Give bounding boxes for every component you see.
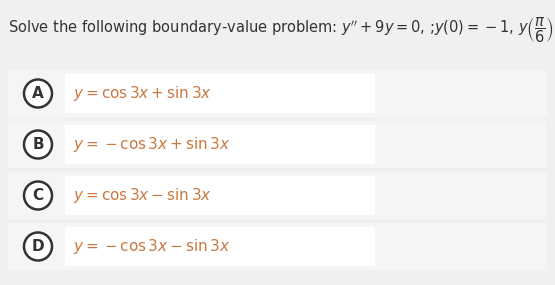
FancyBboxPatch shape bbox=[8, 121, 547, 168]
Text: $y = -\cos 3x + \sin 3x$: $y = -\cos 3x + \sin 3x$ bbox=[73, 135, 231, 154]
Text: B: B bbox=[32, 137, 44, 152]
FancyBboxPatch shape bbox=[65, 74, 375, 113]
Text: Solve the following boundary-value problem: $y'' + 9y = 0$, ;$y(0) = -1$, $y\lef: Solve the following boundary-value probl… bbox=[8, 15, 555, 44]
Text: $y = \cos 3x + \sin 3x$: $y = \cos 3x + \sin 3x$ bbox=[73, 84, 212, 103]
Text: $y = -\cos 3x - \sin 3x$: $y = -\cos 3x - \sin 3x$ bbox=[73, 237, 231, 256]
FancyBboxPatch shape bbox=[65, 227, 375, 266]
Circle shape bbox=[24, 80, 52, 107]
Text: $y = \cos 3x - \sin 3x$: $y = \cos 3x - \sin 3x$ bbox=[73, 186, 212, 205]
Circle shape bbox=[24, 131, 52, 158]
Text: D: D bbox=[32, 239, 44, 254]
Circle shape bbox=[24, 182, 52, 209]
FancyBboxPatch shape bbox=[65, 176, 375, 215]
Text: C: C bbox=[32, 188, 43, 203]
FancyBboxPatch shape bbox=[8, 223, 547, 270]
FancyBboxPatch shape bbox=[8, 70, 547, 117]
FancyBboxPatch shape bbox=[65, 125, 375, 164]
Text: A: A bbox=[32, 86, 44, 101]
FancyBboxPatch shape bbox=[8, 172, 547, 219]
Circle shape bbox=[24, 233, 52, 260]
